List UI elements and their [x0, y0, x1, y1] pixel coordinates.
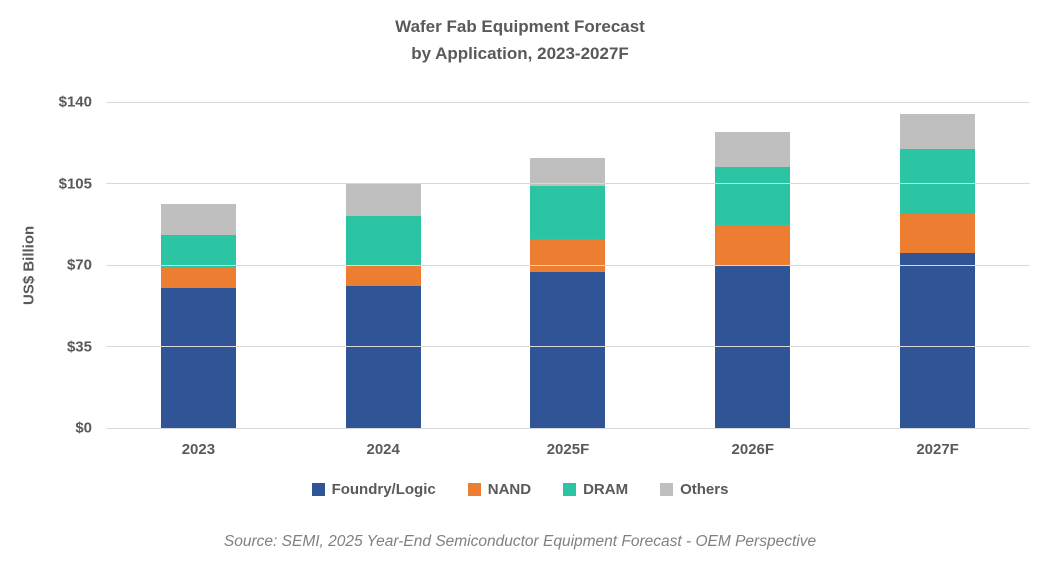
bar-segment-dram-2024: [345, 216, 421, 266]
y-tick-label: $0: [75, 419, 92, 437]
bar-slot-2027f: [845, 102, 1030, 428]
legend-swatch-dram: [563, 483, 577, 496]
legend-label-nand: NAND: [487, 481, 532, 498]
bar-segment-foundry-logic-2027f: [900, 253, 976, 428]
bar-segment-nand-2024: [345, 265, 421, 286]
bar-segment-others-2025f: [530, 157, 606, 186]
x-axis-label-2024: 2024: [366, 441, 400, 458]
x-axis-label-2027f: 2027F: [916, 441, 959, 458]
legend-item-dram: DRAM: [563, 481, 628, 498]
bar-2025f: [530, 102, 606, 428]
legend-swatch-others: [660, 483, 674, 496]
chart-title-line2: by Application, 2023-2027F: [411, 44, 629, 63]
source-note: Source: SEMI, 2025 Year-End Semiconducto…: [223, 533, 817, 550]
gridline: [106, 346, 1030, 347]
gridline: [106, 101, 1030, 103]
bar-2024: [345, 102, 421, 428]
bar-segment-nand-2027f: [900, 213, 976, 254]
chart-title-line1: Wafer Fab Equipment Forecast: [395, 17, 645, 36]
y-tick-label: $70: [66, 256, 92, 274]
bar-segment-dram-2027f: [900, 148, 976, 214]
bar-segment-nand-2026f: [715, 225, 791, 265]
bar-segment-dram-2023: [160, 234, 236, 268]
y-tick-label: $140: [58, 93, 92, 111]
y-tick-label: $105: [58, 175, 92, 192]
bar-slot-2025f: [476, 102, 661, 428]
bar-segment-others-2026f: [715, 132, 791, 168]
x-axis-labels: 2023 2024 2025F 2026F 2027F: [106, 441, 1030, 458]
legend: Foundry/Logic NAND DRAM Others: [0, 481, 1040, 498]
x-axis-label-2025f: 2025F: [546, 441, 590, 458]
bar-segment-others-2023: [160, 204, 236, 235]
gridline: [106, 183, 1030, 184]
plot-area: [106, 101, 1030, 429]
legend-swatch-nand: [467, 483, 481, 496]
bar-segment-foundry-logic-2024: [345, 285, 421, 428]
bar-segment-nand-2023: [160, 267, 236, 289]
legend-label-dram: DRAM: [583, 481, 629, 498]
bar-segment-foundry-logic-2025f: [530, 272, 606, 428]
legend-label-others: Others: [680, 481, 729, 498]
bar-segment-dram-2026f: [715, 167, 791, 226]
bar-slot-2024: [291, 102, 476, 428]
chart-title: Wafer Fab Equipment Forecast by Applicat…: [0, 13, 1040, 67]
x-axis-label-2026f: 2026F: [731, 441, 775, 458]
bar-2027f: [900, 102, 976, 428]
bars-row: [106, 102, 1030, 428]
legend-item-nand: NAND: [467, 481, 532, 498]
bar-segment-nand-2025f: [530, 239, 606, 272]
x-axis-label-2023: 2023: [181, 441, 216, 458]
legend-item-others: Others: [660, 481, 728, 498]
legend-label-foundry-logic: Foundry/Logic: [331, 481, 436, 498]
bar-2023: [160, 102, 236, 428]
bar-segment-foundry-logic-2023: [160, 288, 236, 428]
bar-segment-others-2027f: [900, 113, 976, 149]
bar-segment-dram-2025f: [530, 185, 606, 240]
legend-item-foundry-logic: Foundry/Logic: [311, 481, 436, 498]
y-tick-label: $35: [66, 338, 92, 355]
gridline: [106, 427, 1030, 429]
bar-slot-2023: [106, 102, 291, 428]
legend-swatch-foundry-logic: [311, 483, 325, 496]
y-axis-ticks: $140 $105 $70 $35 $0: [30, 94, 92, 437]
bar-segment-others-2024: [345, 183, 421, 217]
gridline: [106, 264, 1030, 266]
